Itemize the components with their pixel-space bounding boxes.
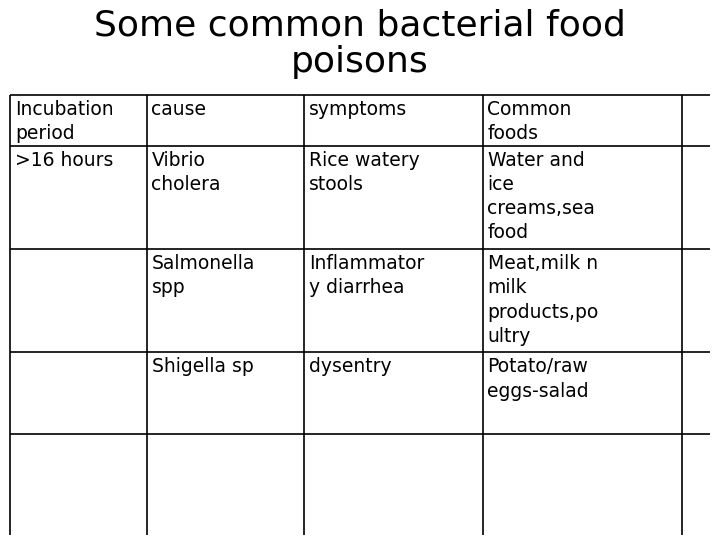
Text: cause: cause [151, 100, 207, 119]
Text: Vibrio
cholera: Vibrio cholera [151, 151, 221, 194]
Text: Shigella sp: Shigella sp [151, 357, 253, 376]
Text: Meat,milk n
milk
products,po
ultry: Meat,milk n milk products,po ultry [487, 254, 599, 346]
Text: dysentry: dysentry [309, 357, 392, 376]
Text: Common
foods: Common foods [487, 100, 572, 143]
Text: Water and
ice
creams,sea
food: Water and ice creams,sea food [487, 151, 595, 242]
Text: >16 hours: >16 hours [15, 151, 113, 170]
Text: Some common bacterial food
poisons: Some common bacterial food poisons [94, 8, 626, 79]
Text: Incubation
period: Incubation period [15, 100, 114, 143]
Text: symptoms: symptoms [309, 100, 408, 119]
Text: Inflammator
y diarrhea: Inflammator y diarrhea [309, 254, 424, 297]
Text: Rice watery
stools: Rice watery stools [309, 151, 420, 194]
Text: Potato/raw
eggs-salad: Potato/raw eggs-salad [487, 357, 589, 401]
Text: Salmonella
spp: Salmonella spp [151, 254, 255, 297]
